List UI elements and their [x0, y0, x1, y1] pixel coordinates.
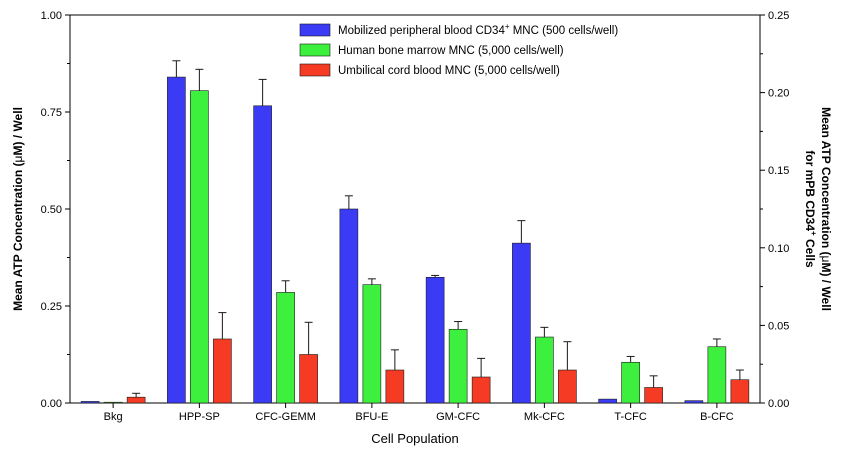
bar-t-cfc-series-1	[598, 398, 617, 404]
right-axis-title-line2: for mPB CD34+ Cells	[803, 150, 818, 268]
x-tick-label-cfc-gemm: CFC-GEMM	[255, 411, 316, 423]
bar-b-cfc-series-2	[707, 346, 727, 404]
bar-cfc-gemm-series-3	[299, 354, 318, 404]
bar-cfc-gemm-series-1	[253, 105, 272, 404]
bar-hpp-sp-series-3	[213, 338, 232, 404]
bar-gm-cfc-series-3	[471, 376, 491, 404]
right-axis-tick-label: 0.10	[768, 243, 789, 255]
bar-hpp-sp-series-1	[167, 76, 186, 404]
left-axis-tick-label: 0.75	[41, 107, 62, 119]
bar-mk-cfc-series-2	[535, 336, 554, 404]
bar-t-cfc-series-2	[621, 361, 640, 404]
x-tick-label-hpp-sp: HPP-SP	[179, 411, 220, 423]
legend-swatch-series-1	[299, 23, 331, 37]
right-axis-tick-label: 0.00	[768, 398, 789, 410]
left-axis-tick-label: 0.25	[41, 301, 62, 313]
legend-swatch-series-3	[299, 63, 331, 77]
left-axis-title: Mean ATP Concentration (μM) / Well	[11, 107, 25, 311]
x-tick-label-b-cfc: B-CFC	[700, 411, 734, 423]
x-axis-title: Cell Population	[371, 431, 458, 446]
legend-swatch-series-2	[299, 43, 331, 57]
bar-bkg-series-1	[80, 401, 100, 404]
right-axis-tick-label: 0.20	[768, 88, 789, 100]
bar-gm-cfc-series-1	[425, 276, 445, 404]
bar-mk-cfc-series-3	[558, 369, 577, 404]
bar-bfu-e-series-1	[339, 208, 359, 404]
bar-cfc-gemm-series-2	[276, 292, 295, 404]
x-tick-label-bkg: Bkg	[104, 411, 123, 423]
right-axis-tick-label: 0.05	[768, 320, 789, 332]
x-tick-label-mk-cfc: Mk-CFC	[524, 411, 565, 423]
bar-t-cfc-series-3	[644, 387, 663, 404]
left-axis-tick-label: 0.00	[41, 398, 62, 410]
right-axis-title-line1: Mean ATP Concentration (μM) / Well	[819, 107, 833, 311]
left-axis-tick-label: 0.50	[41, 204, 62, 216]
left-axis-tick-label: 1.00	[41, 10, 62, 22]
bar-bkg-series-3	[126, 396, 146, 404]
legend-label-series-3: Umbilical cord blood MNC (5,000 cells/we…	[338, 65, 560, 77]
bar-gm-cfc-series-2	[448, 328, 468, 404]
legend-label-series-2: Human bone marrow MNC (5,000 cells/well)	[338, 45, 564, 57]
bar-b-cfc-series-1	[684, 400, 704, 404]
x-tick-label-gm-cfc: GM-CFC	[436, 411, 480, 423]
x-tick-label-bfu-e: BFU-E	[355, 411, 388, 423]
bar-bkg-series-2	[103, 401, 123, 404]
bar-hpp-sp-series-2	[190, 90, 209, 404]
bar-bfu-e-series-2	[362, 284, 382, 404]
right-axis-tick-label: 0.25	[768, 10, 789, 22]
right-axis-tick-label: 0.15	[768, 165, 789, 177]
x-tick-label-t-cfc: T-CFC	[614, 411, 646, 423]
bar-mk-cfc-series-1	[512, 242, 531, 404]
legend-label-series-1: Mobilized peripheral blood CD34+ MNC (50…	[338, 22, 618, 37]
bar-bfu-e-series-3	[385, 369, 405, 404]
bar-b-cfc-series-3	[730, 379, 750, 404]
